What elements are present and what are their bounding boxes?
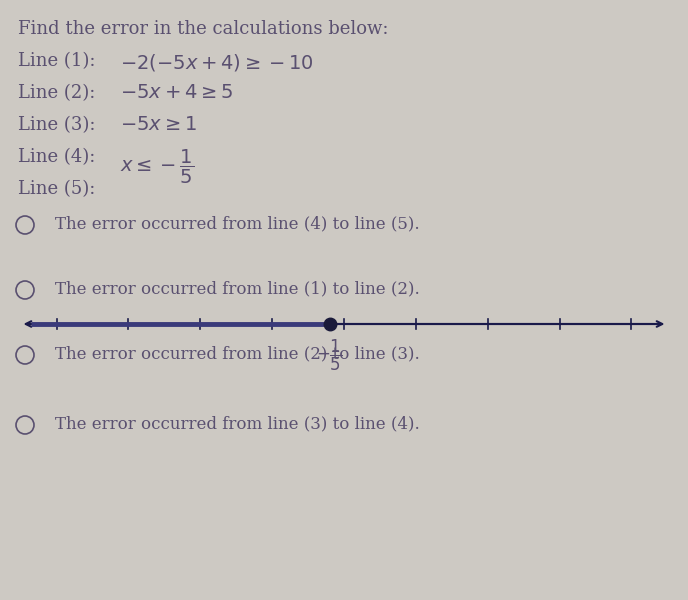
- Text: Line (4):: Line (4):: [18, 148, 96, 166]
- Text: The error occurred from line (3) to line (4).: The error occurred from line (3) to line…: [55, 415, 420, 433]
- Text: Line (1):: Line (1):: [18, 52, 96, 70]
- Text: $-\dfrac{1}{5}$: $-\dfrac{1}{5}$: [316, 338, 343, 373]
- Text: Find the error in the calculations below:: Find the error in the calculations below…: [18, 20, 389, 38]
- Text: Line (3):: Line (3):: [18, 116, 96, 134]
- Text: The error occurred from line (2) to line (3).: The error occurred from line (2) to line…: [55, 346, 420, 362]
- Text: $x \leq -\dfrac{1}{5}$: $x \leq -\dfrac{1}{5}$: [120, 148, 194, 186]
- Text: $-5x+4 \geq 5$: $-5x+4 \geq 5$: [120, 84, 233, 102]
- Text: The error occurred from line (1) to line (2).: The error occurred from line (1) to line…: [55, 280, 420, 298]
- Text: Line (2):: Line (2):: [18, 84, 96, 102]
- Text: Line (5):: Line (5):: [18, 180, 96, 198]
- Text: The error occurred from line (4) to line (5).: The error occurred from line (4) to line…: [55, 215, 420, 232]
- Text: $-5x \geq 1$: $-5x \geq 1$: [120, 116, 197, 134]
- Text: $-2(-5x+4) \geq -10$: $-2(-5x+4) \geq -10$: [120, 52, 314, 73]
